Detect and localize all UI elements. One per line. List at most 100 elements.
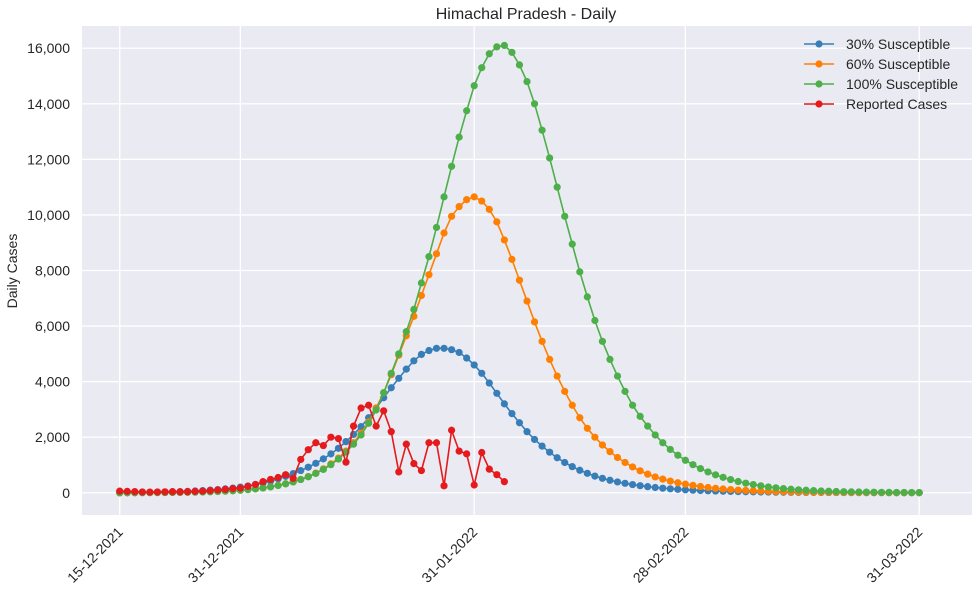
data-point bbox=[395, 374, 403, 382]
data-point bbox=[613, 453, 622, 462]
data-point bbox=[153, 488, 162, 496]
data-point bbox=[266, 475, 275, 484]
data-point bbox=[485, 50, 493, 58]
data-point bbox=[282, 471, 290, 479]
data-point bbox=[711, 484, 720, 492]
series-3 bbox=[116, 401, 508, 496]
data-point bbox=[365, 419, 373, 427]
legend-label: 100% Susceptible bbox=[846, 76, 958, 92]
data-point bbox=[402, 365, 410, 373]
data-point bbox=[387, 428, 395, 436]
data-point bbox=[538, 442, 546, 450]
data-point bbox=[463, 450, 471, 458]
data-point bbox=[357, 431, 365, 439]
data-point bbox=[870, 488, 878, 496]
data-point bbox=[659, 475, 667, 483]
data-point bbox=[727, 485, 735, 494]
data-point bbox=[606, 355, 614, 364]
data-point bbox=[485, 379, 493, 387]
data-point bbox=[478, 448, 486, 457]
data-point bbox=[591, 433, 599, 441]
data-point bbox=[221, 485, 229, 494]
data-point bbox=[613, 478, 622, 486]
y-tick-label: 4,000 bbox=[35, 374, 70, 390]
data-point bbox=[636, 482, 644, 490]
data-point bbox=[576, 268, 584, 276]
legend-entry: Reported Cases bbox=[804, 96, 947, 112]
data-point bbox=[274, 481, 282, 490]
data-point bbox=[365, 401, 373, 409]
data-point bbox=[168, 488, 177, 496]
data-point bbox=[447, 212, 456, 220]
data-point bbox=[251, 480, 260, 489]
data-point bbox=[727, 475, 735, 484]
legend-label: Reported Cases bbox=[846, 96, 947, 112]
y-axis-label: Daily Cases bbox=[4, 234, 20, 309]
data-point bbox=[757, 487, 765, 495]
y-tick-label: 0 bbox=[62, 485, 70, 501]
data-point bbox=[493, 389, 501, 397]
data-point bbox=[342, 458, 350, 466]
data-point bbox=[515, 61, 524, 69]
data-point bbox=[561, 458, 569, 467]
data-point bbox=[546, 154, 554, 162]
data-point bbox=[681, 456, 689, 464]
data-point bbox=[810, 487, 818, 495]
data-point bbox=[802, 486, 810, 494]
grid-layer bbox=[82, 26, 972, 515]
data-point bbox=[628, 463, 637, 471]
data-point bbox=[440, 344, 448, 352]
data-point bbox=[628, 480, 637, 489]
data-point bbox=[817, 487, 825, 495]
data-point bbox=[425, 271, 433, 279]
data-point bbox=[674, 485, 682, 493]
data-point bbox=[644, 483, 652, 491]
data-point bbox=[825, 487, 833, 495]
data-point bbox=[689, 461, 697, 469]
data-point bbox=[176, 488, 184, 496]
data-point bbox=[417, 291, 426, 300]
data-point bbox=[598, 337, 607, 345]
data-point bbox=[749, 480, 757, 489]
data-point bbox=[659, 439, 667, 447]
data-point bbox=[319, 455, 327, 463]
data-point bbox=[334, 455, 343, 463]
data-point bbox=[191, 487, 199, 495]
data-point bbox=[274, 473, 282, 482]
data-point bbox=[304, 473, 312, 481]
data-point bbox=[297, 455, 305, 464]
data-point bbox=[523, 428, 531, 436]
data-point bbox=[425, 439, 433, 447]
y-tick-label: 8,000 bbox=[35, 263, 70, 279]
data-point bbox=[704, 468, 712, 476]
data-point bbox=[342, 438, 350, 446]
data-point bbox=[689, 481, 697, 490]
data-point bbox=[598, 474, 607, 482]
legend-marker bbox=[815, 60, 823, 68]
data-point bbox=[410, 305, 418, 313]
data-point bbox=[131, 488, 139, 496]
data-point bbox=[123, 487, 131, 495]
x-tick-label: 31-01-2022 bbox=[418, 524, 480, 586]
data-point bbox=[666, 485, 674, 493]
data-point bbox=[598, 441, 607, 449]
data-point bbox=[478, 64, 486, 72]
data-point bbox=[779, 485, 788, 493]
data-point bbox=[681, 480, 689, 488]
data-point bbox=[244, 482, 252, 490]
data-point bbox=[591, 472, 599, 480]
data-point bbox=[402, 328, 410, 336]
data-point bbox=[636, 412, 644, 420]
data-point bbox=[493, 471, 501, 479]
data-point bbox=[628, 401, 637, 409]
legend-label: 30% Susceptible bbox=[846, 36, 951, 52]
legend-label: 60% Susceptible bbox=[846, 56, 951, 72]
data-point bbox=[840, 488, 848, 496]
x-tick-label: 28-02-2022 bbox=[630, 524, 692, 586]
data-point bbox=[410, 460, 418, 468]
data-point bbox=[297, 466, 305, 475]
data-point bbox=[304, 463, 312, 471]
legend-entry: 30% Susceptible bbox=[804, 36, 951, 52]
data-point bbox=[696, 465, 705, 473]
